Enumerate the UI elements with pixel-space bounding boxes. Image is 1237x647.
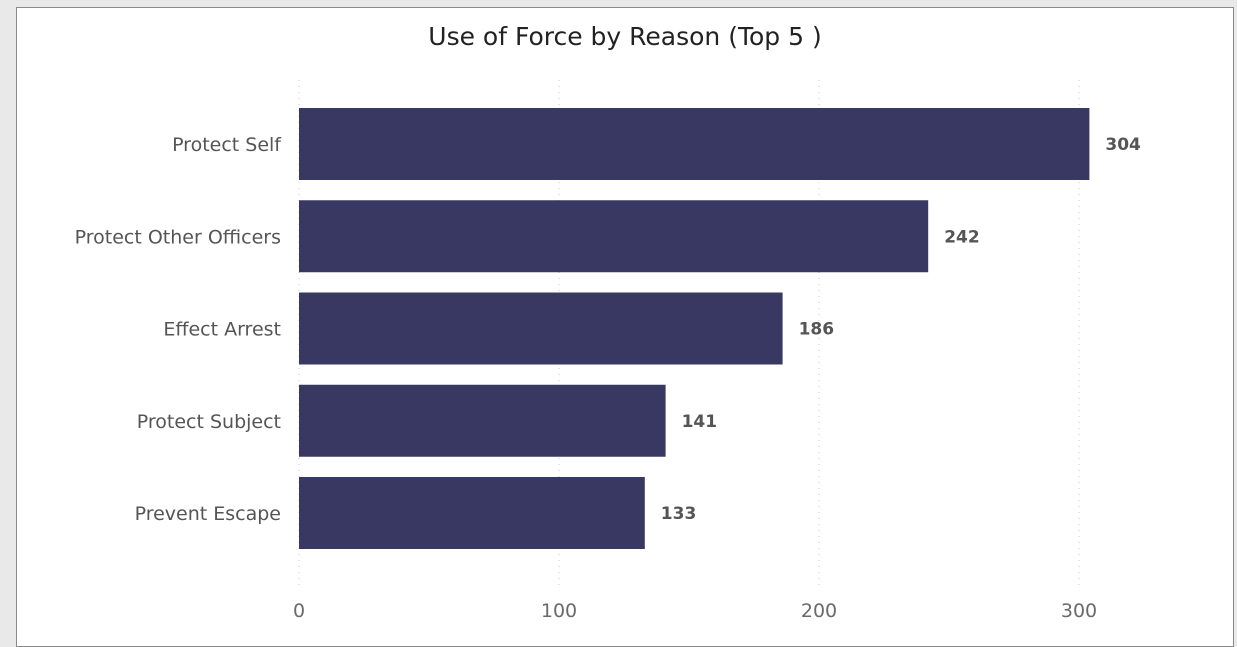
data-label: 141 bbox=[682, 412, 718, 432]
bar bbox=[299, 108, 1090, 180]
category-label: Protect Subject bbox=[137, 411, 281, 433]
category-label: Prevent Escape bbox=[135, 503, 281, 525]
bar bbox=[299, 384, 666, 457]
data-label: 133 bbox=[661, 504, 697, 524]
x-tick-label: 0 bbox=[293, 600, 305, 622]
category-label: Protect Self bbox=[172, 134, 282, 156]
category-label: Effect Arrest bbox=[163, 319, 281, 341]
x-tick-label: 300 bbox=[1061, 600, 1097, 622]
data-label: 186 bbox=[799, 320, 835, 340]
category-label: Protect Other Officers bbox=[75, 226, 281, 248]
bar bbox=[299, 477, 645, 549]
x-tick-label: 100 bbox=[541, 600, 577, 622]
bar bbox=[299, 200, 929, 273]
chart-title: Use of Force by Reason (Top 5 ) bbox=[428, 22, 822, 51]
data-label: 242 bbox=[944, 227, 980, 247]
bar bbox=[299, 292, 783, 365]
x-tick-label: 200 bbox=[801, 600, 837, 622]
data-label: 304 bbox=[1105, 135, 1141, 155]
